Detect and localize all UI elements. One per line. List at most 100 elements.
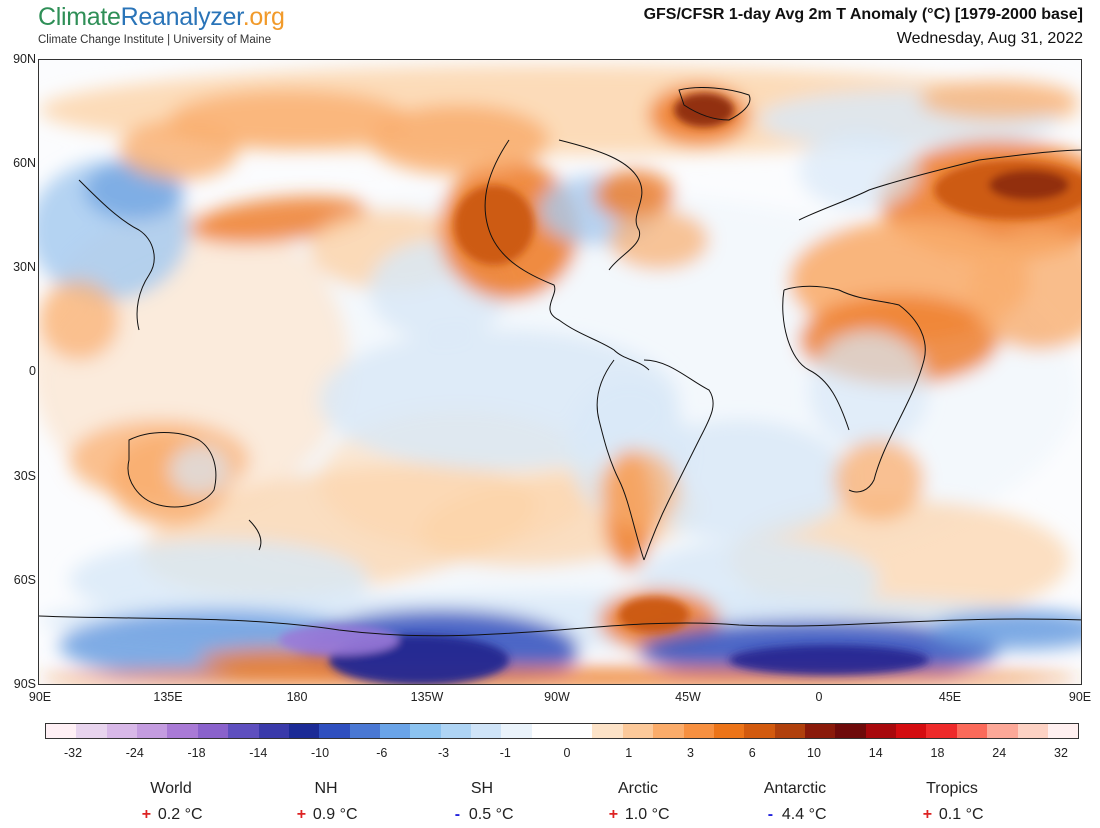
anomaly-region xyxy=(619,597,689,633)
stat-number: 4.4 °C xyxy=(777,806,827,823)
anomaly-region xyxy=(809,330,929,450)
anomaly-region xyxy=(594,170,674,220)
colorbar-swatch xyxy=(683,724,714,738)
stat-name: Arctic xyxy=(618,780,658,797)
colorbar-swatch xyxy=(1047,724,1079,738)
map-date: Wednesday, Aug 31, 2022 xyxy=(896,30,1083,47)
colorbar-label: 10 xyxy=(807,746,821,760)
stat-arctic: Arctic + 1.0 °C xyxy=(568,780,708,824)
colorbar-label: -10 xyxy=(310,746,330,760)
lat-label: 60N xyxy=(13,156,36,170)
stat-antarctic: Antarctic - 4.4 °C xyxy=(725,780,865,824)
lat-label: 30S xyxy=(13,469,36,483)
colorbar-swatch xyxy=(379,724,411,738)
anomaly-map[interactable] xyxy=(38,59,1082,685)
coastline xyxy=(783,285,926,493)
colorbar-swatch xyxy=(258,724,289,738)
lon-label: 180 xyxy=(286,690,308,704)
stat-number: 0.2 °C xyxy=(153,806,203,823)
coastlines xyxy=(39,87,1081,637)
anomaly-region xyxy=(169,445,229,495)
anomaly-region xyxy=(599,450,679,530)
anomaly-region xyxy=(119,120,239,180)
logo-reanalyzer: Reanalyzer xyxy=(120,3,243,31)
anomaly-region xyxy=(39,280,119,360)
stat-number: 0.9 °C xyxy=(308,806,358,823)
stat-value: + 0.2 °C xyxy=(101,806,241,824)
colorbar-swatch xyxy=(349,724,380,738)
colorbar-swatch xyxy=(167,724,198,738)
colorbar-label: -14 xyxy=(249,746,268,760)
colorbar-label: 0 xyxy=(563,746,571,760)
coastline xyxy=(248,519,262,551)
lon-label: 135E xyxy=(153,690,183,704)
colorbar-swatch xyxy=(440,724,472,738)
colorbar-label: -3 xyxy=(437,746,450,760)
stat-world: World + 0.2 °C xyxy=(101,780,241,824)
lat-label: 30N xyxy=(13,260,36,274)
logo-climate: Climate xyxy=(38,3,121,31)
lon-label: 90W xyxy=(544,690,570,704)
colorbar-swatch xyxy=(471,724,502,738)
colorbar-swatch xyxy=(774,724,805,738)
colorbar-label: 6 xyxy=(748,746,756,760)
colorbar-swatch xyxy=(804,724,836,738)
colorbar-label: -6 xyxy=(376,746,388,760)
lon-label: 90E xyxy=(28,690,52,704)
anomaly-region xyxy=(369,105,549,175)
colorbar-label: 3 xyxy=(687,746,694,760)
colorbar-swatch xyxy=(288,724,320,738)
lat-label: 90N xyxy=(13,52,36,66)
colorbar-label: -18 xyxy=(187,746,206,760)
colorbar-swatch xyxy=(531,724,563,738)
colorbar-swatch xyxy=(1017,724,1048,738)
coastline xyxy=(782,289,850,431)
lat-label: 0 xyxy=(29,364,36,378)
anomaly-region xyxy=(834,440,924,520)
colorbar-swatch xyxy=(653,724,684,738)
anomaly-region xyxy=(969,230,1081,350)
stat-number: 1.0 °C xyxy=(620,806,670,823)
colorbar-swatch xyxy=(197,724,229,738)
colorbar-swatch xyxy=(926,724,957,738)
logo[interactable]: ClimateReanalyzer.org Climate Change Ins… xyxy=(38,4,285,46)
stat-number: 0.1 °C xyxy=(934,806,984,823)
colorbar-swatch xyxy=(46,724,77,738)
stat-name: SH xyxy=(470,780,494,797)
anomaly-region xyxy=(919,80,1079,120)
colorbar-swatch xyxy=(622,724,654,738)
coastline xyxy=(643,359,714,561)
stat-name: NH xyxy=(314,780,338,797)
anomaly-map-canvas xyxy=(39,60,1081,684)
logo-subtitle: Climate Change Institute | University of… xyxy=(38,34,272,46)
colorbar-label: 32 xyxy=(1054,746,1068,760)
map-title-block: GFS/CFSR 1-day Avg 2m T Anomaly (°C) [19… xyxy=(644,6,1083,48)
lon-label: 45E xyxy=(938,690,962,704)
colorbar-swatch xyxy=(896,724,927,738)
lon-label: 45W xyxy=(675,690,701,704)
colorbar-swatch xyxy=(865,724,897,738)
colorbar-swatch xyxy=(319,724,350,738)
colorbar-swatch xyxy=(106,724,138,738)
colorbar-label: 1 xyxy=(625,746,633,760)
anomaly-region xyxy=(799,130,919,210)
lat-label: 60S xyxy=(13,573,36,587)
stat-number: 0.5 °C xyxy=(464,806,514,823)
colorbar-swatch xyxy=(410,724,441,738)
colorbar-swatch xyxy=(744,724,775,738)
stat-value: + 0.1 °C xyxy=(882,806,1022,824)
colorbar-label: -24 xyxy=(125,746,144,760)
stat-sign: + xyxy=(296,806,307,823)
coastline xyxy=(39,615,1081,637)
stat-tropics: Tropics + 0.1 °C xyxy=(882,780,1022,824)
anomaly-region xyxy=(454,185,534,265)
stat-name: Tropics xyxy=(926,780,978,797)
anomaly-region xyxy=(609,210,709,270)
colorbar-swatch xyxy=(228,724,259,738)
coastline xyxy=(596,359,645,561)
stat-sign: + xyxy=(608,806,619,823)
stat-sh: SH - 0.5 °C xyxy=(412,780,552,824)
colorbar-label: -32 xyxy=(63,746,83,760)
coastline xyxy=(558,139,643,271)
colorbar-swatch xyxy=(501,724,532,738)
